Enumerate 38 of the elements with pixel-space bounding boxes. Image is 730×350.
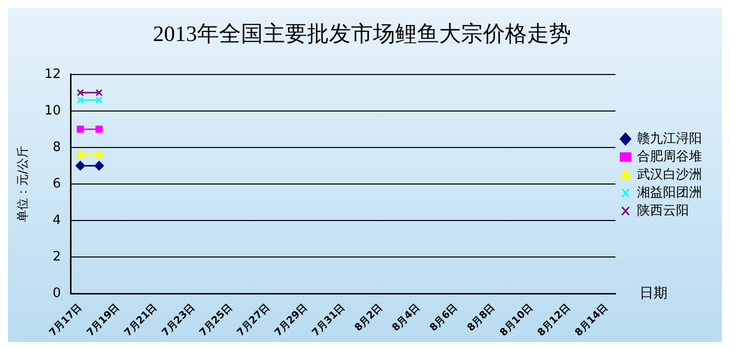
y-tick-label: 2 [52, 249, 61, 264]
x-tick-label: 7月19日 [85, 302, 122, 339]
x-tick-label: 8月14日 [573, 302, 610, 339]
legend-label: 合肥周谷堆 [637, 149, 702, 164]
x-tick-label: 7月25日 [198, 302, 235, 339]
x-tick-label: 8月6日 [428, 302, 460, 334]
point [96, 126, 103, 133]
point [76, 126, 84, 133]
y-tick-label: 6 [52, 176, 61, 192]
y-tick-label: 4 [52, 212, 61, 228]
legend-label: 武汉白沙洲 [637, 167, 702, 182]
x-tick-label: 7月17日 [48, 302, 84, 339]
y-tick-label: 12 [44, 66, 61, 82]
x-tick-label: 7月23日 [160, 302, 197, 339]
point [96, 89, 103, 96]
x-tick-label: 8月10日 [498, 302, 535, 339]
point [76, 89, 84, 96]
x-tick-label: 8月4日 [390, 302, 422, 334]
point [94, 160, 104, 170]
y-tick-label: 10 [44, 103, 61, 118]
x-axis-title: 日期 [640, 285, 668, 302]
x-tick-label: 7月31日 [310, 302, 348, 339]
point [96, 96, 103, 104]
y-axis-title: 单位：元/公斤 [15, 146, 30, 222]
x-tick-label: 7月27日 [235, 302, 272, 339]
point [76, 96, 84, 104]
legend-label: 赣九江浔阳 [637, 131, 702, 146]
x-tick-label: 8月12日 [536, 302, 573, 339]
y-tick-label: 0 [52, 286, 61, 301]
legend-label: 陕西云阳 [637, 203, 689, 218]
chart-title: 2013年全国主要批发市场鲤鱼大宗价格走势 [153, 20, 571, 46]
y-tick-label: 8 [52, 140, 61, 155]
x-tick-label: 8月8日 [466, 302, 498, 334]
x-tick-label: 8月2日 [352, 302, 385, 334]
x-tick-label: 7月29日 [272, 302, 310, 339]
point [76, 160, 86, 170]
x-tick-label: 7月21日 [122, 302, 160, 339]
legend-label: 湘益阳团洲 [637, 185, 702, 200]
